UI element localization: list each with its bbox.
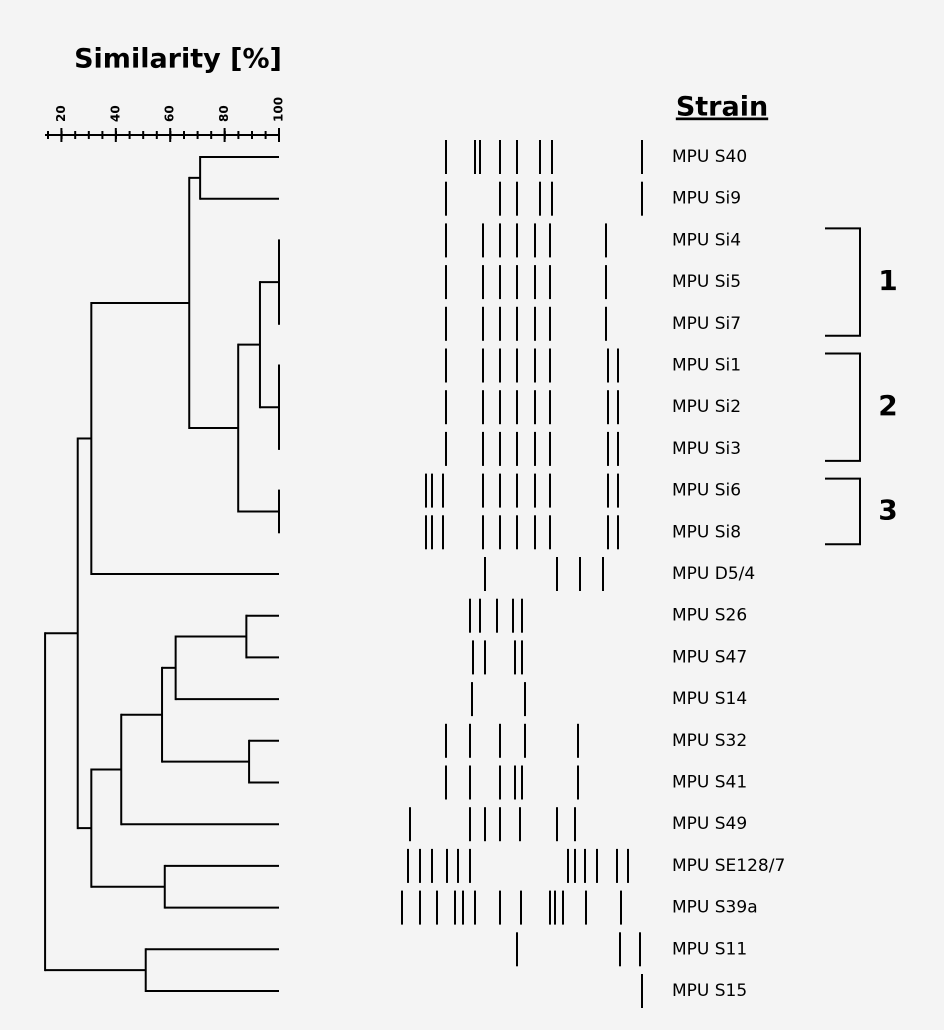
- strain-label: MPU S41: [672, 773, 747, 793]
- tick-label: 100: [272, 97, 286, 122]
- strain-label: MPU Si9: [672, 189, 741, 209]
- strain-label: MPU Si6: [672, 481, 741, 501]
- strain-label: MPU S26: [672, 606, 747, 626]
- strain-label: MPU SE128/7: [672, 856, 785, 876]
- strain-label: MPU Si5: [672, 272, 741, 292]
- background: [0, 0, 944, 1030]
- strain-label: MPU Si8: [672, 522, 741, 542]
- strain-label: MPU Si2: [672, 397, 741, 417]
- strain-label: MPU S15: [672, 981, 747, 1001]
- strain-label: MPU S14: [672, 689, 747, 709]
- strain-label: MPU Si1: [672, 356, 741, 376]
- strain-header: Strain: [676, 92, 768, 123]
- strain-label: MPU S49: [672, 814, 747, 834]
- strain-label: MPU S11: [672, 939, 747, 959]
- cluster-label: 3: [878, 493, 897, 526]
- strain-label: MPU S47: [672, 647, 747, 667]
- cluster-label: 2: [878, 389, 897, 422]
- strain-label: MPU D5/4: [672, 564, 755, 584]
- strain-label: MPU S32: [672, 731, 747, 751]
- tick-label: 20: [54, 105, 68, 122]
- strain-label: MPU Si7: [672, 314, 741, 334]
- tick-label: 40: [108, 105, 122, 122]
- tick-label: 60: [163, 105, 177, 122]
- axis-title: Similarity [%]: [74, 44, 282, 75]
- strain-label: MPU S40: [672, 147, 747, 167]
- strain-label: MPU Si4: [672, 230, 741, 250]
- tick-label: 80: [217, 105, 231, 122]
- strain-label: MPU Si3: [672, 439, 741, 459]
- figure: Similarity [%] Strain 20 40 60 80 100 MPU S40…: [0, 0, 944, 1030]
- strain-label: MPU S39a: [672, 898, 758, 918]
- cluster-label: 1: [878, 264, 897, 297]
